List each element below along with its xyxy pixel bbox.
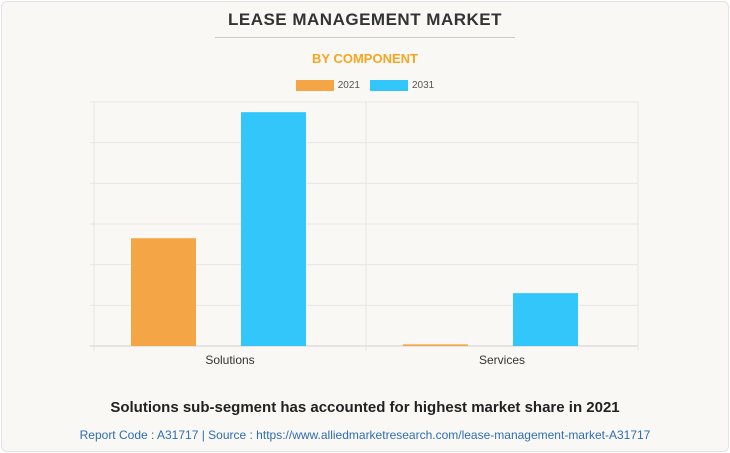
legend: 2021 2031	[0, 80, 730, 91]
x-tick-label: Solutions	[205, 353, 254, 367]
title-divider	[215, 37, 515, 38]
chart-title: LEASE MANAGEMENT MARKET	[227, 10, 503, 29]
chart-headline: Solutions sub-segment has accounted for …	[110, 399, 620, 416]
source-line[interactable]: Report Code : A31717 | Source : https://…	[79, 428, 651, 442]
legend-item-2021[interactable]: 2021	[295, 80, 360, 91]
legend-label-2031: 2031	[412, 80, 435, 91]
legend-swatch-2031	[370, 80, 408, 91]
bar-2021-services	[403, 344, 468, 346]
bar-2021-solutions	[131, 238, 196, 346]
legend-label-2021: 2021	[337, 80, 360, 91]
bar-2031-solutions	[241, 112, 306, 347]
chart-subtitle: BY COMPONENT	[312, 51, 418, 66]
x-tick-labels: Solutions Services	[205, 353, 525, 367]
legend-item-2031[interactable]: 2031	[370, 80, 434, 91]
x-tick-label: Services	[479, 353, 525, 367]
bar-2031-services	[513, 293, 578, 346]
legend-swatch-2021	[295, 80, 334, 91]
bars	[131, 112, 578, 347]
